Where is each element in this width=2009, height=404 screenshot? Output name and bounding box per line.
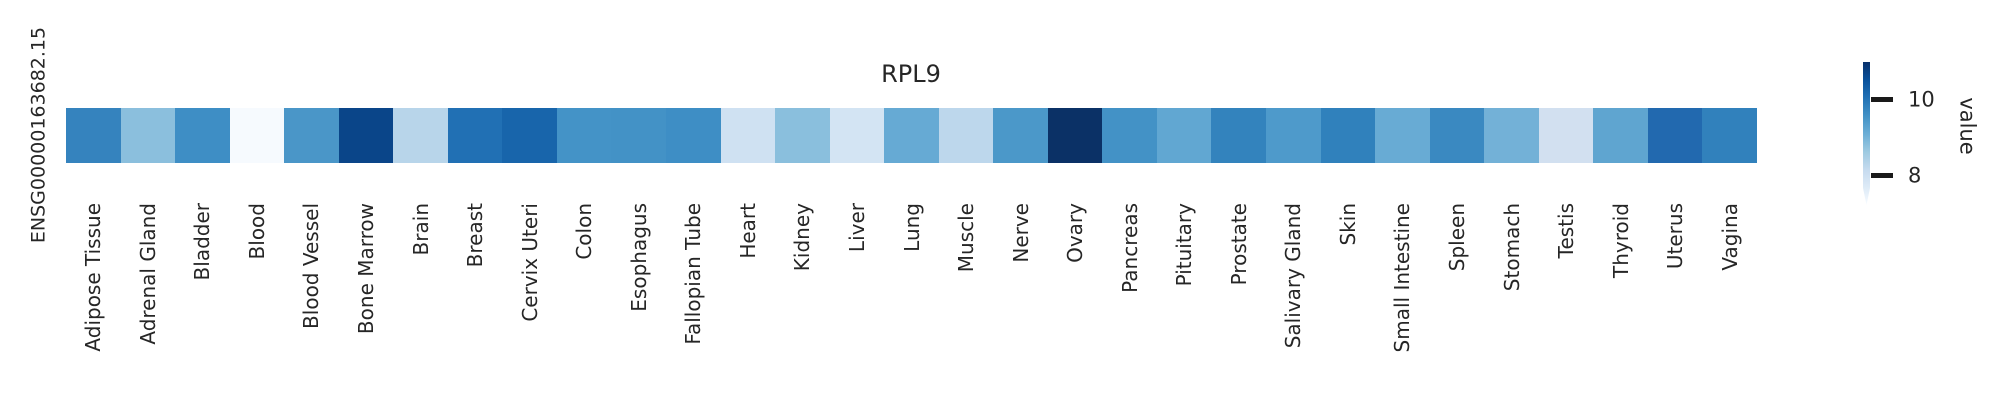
x-tick-label-spleen: Spleen [1444,203,1469,272]
heatmap-cell-breast [447,108,503,163]
heatmap-cell-uterus [1647,108,1703,163]
x-tick-label-kidney: Kidney [790,203,815,272]
x-tick-label-muscle: Muscle [954,203,979,273]
heatmap-cell-bladder [175,108,230,163]
x-tick-label-thyroid: Thyroid [1608,203,1633,278]
x-tick-label-stomach: Stomach [1499,203,1524,292]
heatmap-cell-nerve [993,108,1048,163]
figure-title: RPL9 [881,60,941,88]
colorbar-tick-mark-8 [1871,173,1893,178]
x-tick-label-bone-marrow: Bone Marrow [354,203,379,335]
heatmap-cell-cervix-uteri [502,108,557,163]
x-tick-label-fallopian-tube: Fallopian Tube [681,203,706,345]
heatmap-cell-bone-marrow [338,108,394,163]
heatmap-cell-liver [829,108,885,163]
heatmap-cell-adrenal-gland [120,108,176,163]
x-tick-label-uterus: Uterus [1663,203,1688,270]
x-tick-label-esophagus: Esophagus [626,203,651,312]
x-tick-label-adipose-tissue: Adipose Tissue [81,203,106,352]
x-tick-label-brain: Brain [408,203,433,256]
y-tick-label-gene-id: ENSG00000163682.15 [27,26,50,244]
x-tick-label-prostate: Prostate [1226,203,1251,286]
heatmap-cell-fallopian-tube [666,108,721,163]
heatmap-cell-small-intestine [1375,108,1430,163]
x-tick-label-heart: Heart [735,203,760,259]
heatmap-cell-colon [556,108,612,163]
heatmap-cell-esophagus [611,108,667,163]
heatmap-cell-heart [720,108,776,163]
heatmap-cell-salivary-gland [1266,108,1321,163]
heatmap-cell-testis [1538,108,1594,163]
heatmap-cell-pituitary [1156,108,1212,163]
x-tick-label-pituitary: Pituitary [1172,203,1197,287]
x-tick-label-salivary-gland: Salivary Gland [1281,203,1306,349]
x-tick-label-bladder: Bladder [190,203,215,281]
x-tick-label-nerve: Nerve [1008,203,1033,263]
x-tick-label-colon: Colon [572,203,597,260]
colorbar: 10 8 [1863,62,1935,205]
heatmap-cell-lung [884,108,939,163]
x-tick-label-adrenal-gland: Adrenal Gland [135,203,160,345]
x-tick-label-lung: Lung [899,203,924,252]
colorbar-gradient [1863,62,1870,205]
heatmap-cell-stomach [1484,108,1539,163]
heatmap-cell-kidney [775,108,830,163]
heatmap-cell-adipose-tissue [66,108,121,163]
colorbar-tick-mark-10 [1871,97,1893,102]
heatmap-cell-ovary [1047,108,1103,163]
x-tick-label-cervix-uteri: Cervix Uteri [517,203,542,322]
colorbar-axis-label: value [1955,97,1980,155]
colorbar-tick-label-10: 10 [1908,87,1935,112]
heatmap-cell-prostate [1211,108,1267,163]
x-tick-label-small-intestine: Small Intestine [1390,203,1415,353]
x-tick-label-breast: Breast [463,203,488,268]
heatmap-cell-blood [229,108,285,163]
heatmap-cell-skin [1320,108,1376,163]
heatmap-cell-thyroid [1593,108,1648,163]
x-tick-label-skin: Skin [1335,203,1360,246]
heatmap-cell-muscle [938,108,994,163]
heatmap-cell-spleen [1429,108,1485,163]
x-tick-label-liver: Liver [844,203,869,253]
heatmap-cell-vagina [1702,108,1757,163]
colorbar-tick-label-8: 8 [1908,163,1922,188]
x-tick-label-testis: Testis [1554,203,1579,259]
x-tick-label-pancreas: Pancreas [1117,203,1142,293]
heatmap-row [66,108,1757,163]
heatmap-cell-brain [393,108,448,163]
heatmap-cell-pancreas [1102,108,1157,163]
x-tick-label-ovary: Ovary [1063,203,1088,263]
x-tick-label-blood: Blood [244,203,269,260]
x-tick-label-blood-vessel: Blood Vessel [299,203,324,329]
heatmap-cell-blood-vessel [284,108,339,163]
x-tick-label-vagina: Vagina [1717,203,1742,271]
